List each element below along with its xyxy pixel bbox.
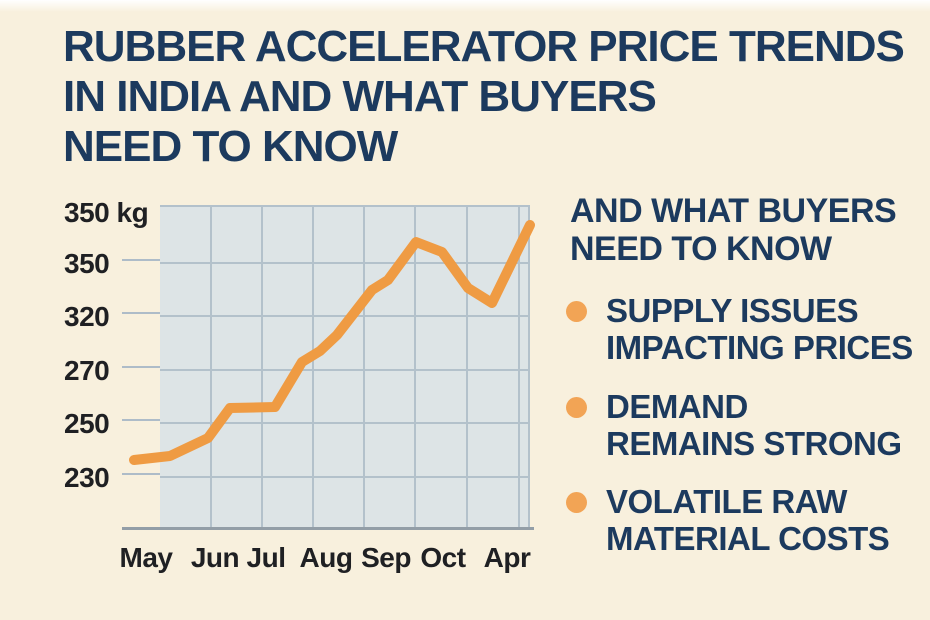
y-tick xyxy=(122,473,160,475)
list-item: SUPPLY ISSUES IMPACTING PRICES xyxy=(566,292,913,366)
x-axis-label: Apr xyxy=(483,542,531,573)
x-axis-line xyxy=(122,527,534,530)
bullet-label: DEMAND REMAINS STRONG xyxy=(606,388,902,462)
h-gridline xyxy=(160,476,528,478)
y-axis-label: 230 xyxy=(64,462,110,493)
x-axis-label: Jul xyxy=(246,542,286,573)
x-axis-label: Jun xyxy=(190,542,240,573)
bullet-label: SUPPLY ISSUES IMPACTING PRICES xyxy=(606,292,913,366)
y-tick xyxy=(122,259,160,261)
v-gridline xyxy=(312,207,314,528)
y-axis-label: 320 xyxy=(64,301,110,332)
v-gridline xyxy=(518,207,520,528)
y-tick xyxy=(122,366,160,368)
h-gridline xyxy=(160,262,528,264)
x-axis-label: Aug xyxy=(299,542,353,573)
v-gridline xyxy=(261,207,263,528)
x-axis-label: May xyxy=(119,542,173,573)
bullet-icon xyxy=(566,397,587,418)
page-title: RUBBER ACCELERATOR PRICE TRENDS IN INDIA… xyxy=(63,22,905,171)
y-axis-label: 350 xyxy=(64,248,110,279)
bullet-label: VOLATILE RAW MATERIAL COSTS xyxy=(606,483,890,557)
v-gridline xyxy=(414,207,416,528)
price-line xyxy=(129,220,535,465)
v-gridline xyxy=(363,207,365,528)
bullet-icon xyxy=(566,301,587,322)
y-axis-label: 270 xyxy=(64,355,110,386)
list-item: DEMAND REMAINS STRONG xyxy=(566,388,902,462)
x-axis-label: Oct xyxy=(420,542,466,573)
h-gridline xyxy=(160,422,528,424)
chart-plot-area xyxy=(160,205,530,528)
y-axis-label: 250 xyxy=(64,408,110,439)
y-tick xyxy=(122,419,160,421)
y-tick xyxy=(122,312,160,314)
panel-heading: AND WHAT BUYERS NEED TO KNOW xyxy=(570,192,897,268)
bullet-icon xyxy=(566,492,587,513)
y-axis-label: 350 kg xyxy=(64,197,149,228)
v-gridline xyxy=(210,207,212,528)
list-item: VOLATILE RAW MATERIAL COSTS xyxy=(566,483,890,557)
h-gridline xyxy=(160,369,528,371)
x-axis-label: Sep xyxy=(361,542,411,573)
h-gridline xyxy=(160,315,528,317)
v-gridline xyxy=(466,207,468,528)
